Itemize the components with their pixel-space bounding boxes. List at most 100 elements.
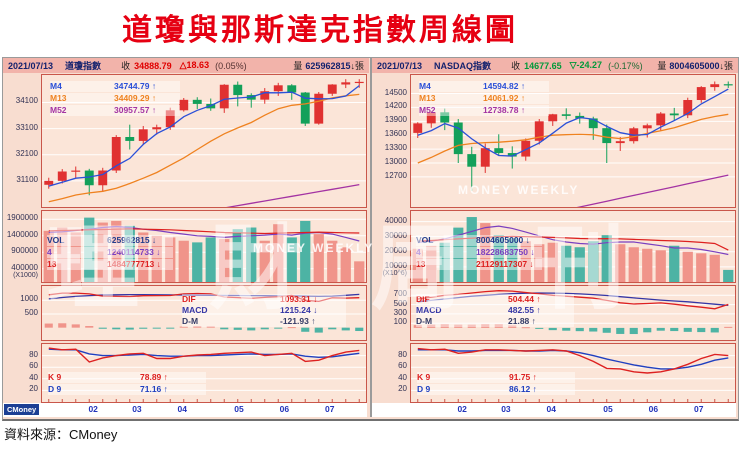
y-axis: 1900000 1400000 900000 400000 (X1000) <box>3 210 41 283</box>
y-axis-label: 40 <box>29 372 38 382</box>
legend-row: K 9 78.89 ↑ <box>48 372 206 383</box>
y-axis-unit: (X10^6) <box>382 269 407 277</box>
legend-row: 13 1484777713 ↓ <box>47 259 173 270</box>
source-note: 資料來源：CMoney <box>4 427 118 442</box>
y-axis-label: 500 <box>24 307 38 317</box>
change-value: △18.63 <box>179 60 210 70</box>
cmoney-logo: CMoney <box>4 404 40 415</box>
charts-area: 2021/07/13 道瓊指數 收 34888.79 △18.63 (0.05%… <box>2 57 739 421</box>
y-axis-label: 100 <box>393 317 407 327</box>
plot-area[interactable]: M4 14594.82 ↑ M13 14061.92 ↑ M52 12738.78 ↑ <box>410 74 736 208</box>
chart-panel-dow: 2021/07/13 道瓊指數 收 34888.79 △18.63 (0.05%… <box>3 58 369 417</box>
plot-area[interactable]: K 9 91.75 ↑ D 9 86.12 ↑ <box>410 343 736 403</box>
x-axis: CMoney 02 03 04 05 06 07 <box>3 403 367 417</box>
plot-area[interactable]: DIF 1093.31 ↓ MACD 1215.24 ↓ D-M -121.93 ↑ <box>41 285 367 341</box>
x-axis: 02 03 04 05 06 07 <box>372 403 736 417</box>
legend-row: M13 34409.29 ↑ <box>50 93 180 104</box>
y-axis-label: 13900 <box>384 115 407 125</box>
legend-row: M52 30957.57 ↑ <box>50 105 180 116</box>
y-axis: 700 500 300 100 <box>372 285 410 341</box>
change-value: ▽-24.27 <box>569 60 603 70</box>
chart-panel-nasdaq: 2021/07/13 NASDAQ指數 收 14677.65 ▽-24.27 (… <box>370 58 738 417</box>
close-label: 收 <box>121 61 131 71</box>
legend-row: D 9 71.16 ↑ <box>48 384 206 395</box>
y-axis-label: 13600 <box>384 129 407 139</box>
legend-row: MACD 482.55 ↑ <box>416 305 574 316</box>
legend-row: 4 18228683750 ↓ <box>416 247 542 258</box>
y-axis-label: 20000 <box>384 245 407 255</box>
kd-chart: 80 60 40 20 K 9 91.75 ↑ D 9 86.12 ↑ <box>372 343 736 403</box>
y-axis-label: 1900000 <box>6 213 38 223</box>
plot-area[interactable]: K 9 78.89 ↑ D 9 71.16 ↑ <box>41 343 367 403</box>
y-axis-label: 30000 <box>384 230 407 240</box>
y-axis: 34100 33100 32100 31100 <box>3 74 41 208</box>
y-axis-label: 80 <box>398 349 407 359</box>
change-percent: (0.05%) <box>215 60 247 71</box>
plot-area[interactable]: DIF 504.44 ↑ MACD 482.55 ↑ D-M 21.88 ↑ <box>410 285 736 341</box>
macd-chart: 700 500 300 100 DIF 504.44 ↑ MACD 482.55 ↑ D-M 2… <box>372 285 736 341</box>
y-axis: 80 60 40 20 <box>3 343 41 403</box>
main-candlestick-chart: 14500 14200 13900 13600 13300 13000 12700 M4 14… <box>372 74 736 208</box>
index-name: 道瓊指數 <box>65 61 102 71</box>
y-axis-label: 80 <box>29 349 38 359</box>
legend-row: M4 34744.79 ↑ <box>50 81 180 92</box>
y-axis: 1000 500 <box>3 285 41 341</box>
panel-header: 2021/07/13 道瓊指數 收 34888.79 △18.63 (0.05%… <box>3 58 369 73</box>
y-axis-label: 14200 <box>384 101 407 111</box>
legend-row: M13 14061.92 ↑ <box>419 93 549 104</box>
x-tick-label: 07 <box>324 404 335 414</box>
change-percent: (-0.17%) <box>608 60 643 71</box>
legend-row: 13 21129117307 ↓ <box>416 259 542 270</box>
volume-chart: 1900000 1400000 900000 400000 (X1000) VOL 625… <box>3 210 367 283</box>
y-axis-label: 60 <box>398 361 407 371</box>
close-label: 收 <box>511 61 521 71</box>
legend-row: 4 1240114733 ↓ <box>47 247 173 258</box>
x-tick-label: 04 <box>546 404 557 414</box>
legend-row: D 9 86.12 ↑ <box>417 384 575 395</box>
y-axis-label: 32100 <box>15 148 38 158</box>
volume-suffix: ↓張 <box>719 61 733 71</box>
y-axis-label: 14500 <box>384 87 407 97</box>
y-axis: 80 60 40 20 <box>372 343 410 403</box>
panel-header: 2021/07/13 NASDAQ指數 收 14677.65 ▽-24.27 (… <box>372 58 738 73</box>
y-axis-label: 40 <box>398 372 407 382</box>
legend-row: D-M 21.88 ↑ <box>416 316 574 327</box>
x-tick-label: 04 <box>177 404 188 414</box>
x-tick-label: 05 <box>234 404 244 414</box>
y-axis-label: 60 <box>29 361 38 371</box>
y-axis-label: 12700 <box>384 170 407 180</box>
volume-value: 625962815 <box>305 60 351 71</box>
y-axis-label: 900000 <box>11 246 38 256</box>
legend-row: D-M -121.93 ↑ <box>182 316 346 327</box>
x-tick-label: 05 <box>603 404 613 414</box>
y-axis-unit: (X1000) <box>13 271 38 279</box>
plot-area[interactable]: VOL 625962815 ↓ 4 1240114733 ↓ 13 1484777713 … <box>41 210 367 283</box>
y-axis-label: 20 <box>29 384 38 394</box>
y-axis: 40000 30000 20000 10000 (X10^6) <box>372 210 410 283</box>
y-axis-label: 40000 <box>384 215 407 225</box>
page-title: 道瓊與那斯達克指數周線圖 <box>122 13 518 48</box>
legend-row: M4 14594.82 ↑ <box>419 81 549 92</box>
y-axis-label: 1000 <box>20 294 38 304</box>
y-axis-label: 500 <box>393 298 407 308</box>
close-value: 14677.65 <box>524 60 562 71</box>
volume-value: 8004605000 <box>669 60 720 71</box>
x-tick-label: 06 <box>279 404 290 414</box>
volume-chart: 40000 30000 20000 10000 (X10^6) VOL 800460500… <box>372 210 736 283</box>
y-axis-label: 20 <box>398 384 407 394</box>
x-tick-label: 07 <box>693 404 704 414</box>
plot-area[interactable]: VOL 8004605000 ↓ 4 18228683750 ↓ 13 211291173… <box>410 210 736 283</box>
date-label: 2021/07/13 <box>8 60 54 71</box>
legend-row: DIF 1093.31 ↓ <box>182 294 346 305</box>
legend-row: M52 12738.78 ↑ <box>419 105 549 116</box>
plot-area[interactable]: M4 34744.79 ↑ M13 34409.29 ↑ M52 30957.57 ↑ <box>41 74 367 208</box>
legend-row: K 9 91.75 ↑ <box>417 372 575 383</box>
volume-suffix: ↓張 <box>350 61 364 71</box>
legend-row: VOL 625962815 ↓ <box>47 235 173 246</box>
y-axis-label: 400000 <box>11 262 38 272</box>
macd-chart: 1000 500 DIF 1093.31 ↓ MACD 1215.24 ↓ D-M -121… <box>3 285 367 341</box>
volume-label: 量 <box>657 61 667 71</box>
x-tick-label: 02 <box>88 404 98 414</box>
index-name: NASDAQ指數 <box>434 61 492 71</box>
y-axis-label: 33100 <box>15 122 38 132</box>
